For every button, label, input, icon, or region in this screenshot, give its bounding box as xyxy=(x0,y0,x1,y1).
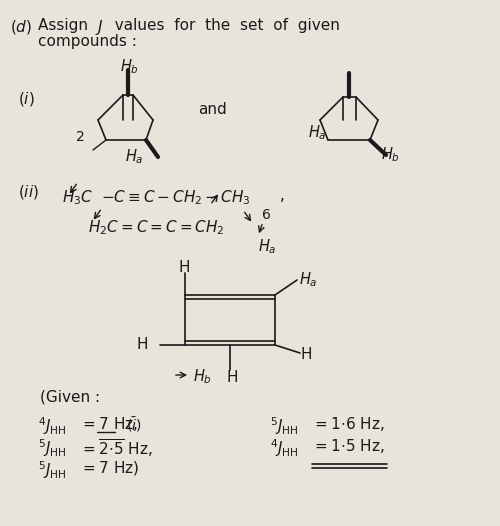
Text: $^4J_{\rm HH}$: $^4J_{\rm HH}$ xyxy=(270,437,299,459)
Text: $= \overline{2{\cdot}5}\ \rm Hz,$: $= \overline{2{\cdot}5}\ \rm Hz,$ xyxy=(80,437,153,459)
Text: $H_a$: $H_a$ xyxy=(258,237,276,256)
Text: 2: 2 xyxy=(76,130,85,144)
Text: $= 7\ \rm Hz)$: $= 7\ \rm Hz)$ xyxy=(80,459,140,477)
Text: $H_2C{=}C{=}C{=}CH_2$: $H_2C{=}C{=}C{=}CH_2$ xyxy=(88,218,224,237)
Text: $(i)$: $(i)$ xyxy=(18,90,35,108)
Text: $^5J_{\rm HH}$: $^5J_{\rm HH}$ xyxy=(270,415,299,437)
Text: $H_a$: $H_a$ xyxy=(308,123,326,141)
Text: $(\bar{i})$: $(\bar{i})$ xyxy=(126,415,142,434)
Text: $H_a$: $H_a$ xyxy=(125,147,144,166)
Text: $^4J_{\rm HH}$: $^4J_{\rm HH}$ xyxy=(38,415,67,437)
Text: $J$: $J$ xyxy=(95,18,104,37)
Text: H: H xyxy=(137,337,148,352)
Text: $(d)$: $(d)$ xyxy=(10,18,32,36)
Text: Assign: Assign xyxy=(38,18,98,33)
Text: ,: , xyxy=(280,188,285,203)
Text: $H_a$: $H_a$ xyxy=(299,270,318,289)
Text: H: H xyxy=(179,260,190,275)
Text: 6: 6 xyxy=(262,208,271,222)
Text: $^5J_{\rm HH}$: $^5J_{\rm HH}$ xyxy=(38,437,67,459)
Text: $H_b$: $H_b$ xyxy=(120,57,139,76)
Text: $= 1{\cdot}5\ \rm Hz,$: $= 1{\cdot}5\ \rm Hz,$ xyxy=(312,437,385,455)
Text: H: H xyxy=(301,347,312,362)
Text: $H_3C$: $H_3C$ xyxy=(62,188,94,207)
Text: and: and xyxy=(198,102,227,117)
Text: (Given :: (Given : xyxy=(40,390,100,405)
Text: compounds :: compounds : xyxy=(38,34,137,49)
Text: $-C{\equiv}C-CH_2-CH_3$: $-C{\equiv}C-CH_2-CH_3$ xyxy=(101,188,250,207)
Text: $H_b$: $H_b$ xyxy=(381,145,400,164)
Text: $= 1{\cdot}6\ \rm Hz,$: $= 1{\cdot}6\ \rm Hz,$ xyxy=(312,415,385,433)
Text: $^5J_{\rm HH}$: $^5J_{\rm HH}$ xyxy=(38,459,67,481)
Text: $= 7\ \rm Hz,$: $= 7\ \rm Hz,$ xyxy=(80,415,138,433)
Text: values  for  the  set  of  given: values for the set of given xyxy=(105,18,340,33)
Text: $(ii)$: $(ii)$ xyxy=(18,183,39,201)
Text: $H_b$: $H_b$ xyxy=(193,367,212,386)
Text: H: H xyxy=(226,370,237,385)
